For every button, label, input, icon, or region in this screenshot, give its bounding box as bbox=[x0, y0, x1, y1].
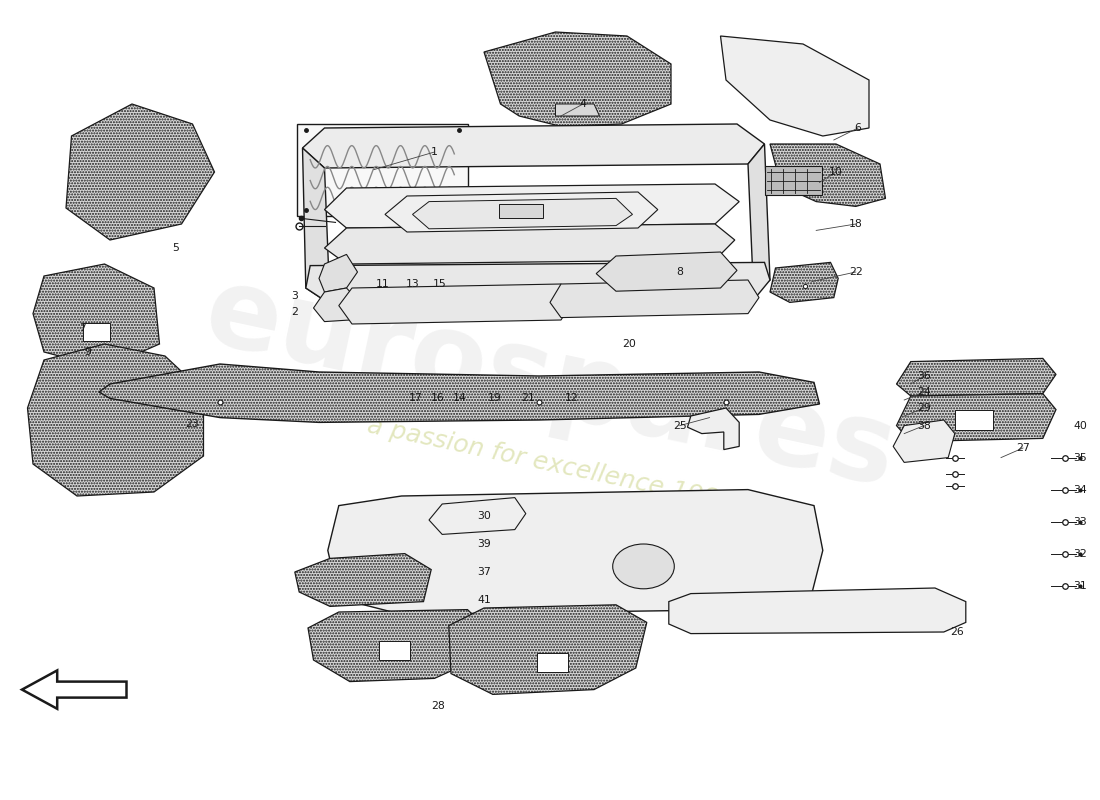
Bar bbox=[764, 166, 822, 195]
Text: 12: 12 bbox=[565, 394, 579, 403]
Polygon shape bbox=[308, 610, 484, 682]
Text: 8: 8 bbox=[676, 267, 683, 277]
Bar bbox=[955, 410, 993, 430]
Polygon shape bbox=[319, 254, 358, 292]
Text: 13: 13 bbox=[406, 279, 419, 289]
Text: a passion for excellence 1985: a passion for excellence 1985 bbox=[364, 414, 736, 514]
Text: 11: 11 bbox=[376, 279, 389, 289]
Text: 35: 35 bbox=[1074, 453, 1087, 462]
Polygon shape bbox=[99, 364, 820, 422]
Text: 19: 19 bbox=[488, 394, 502, 403]
Polygon shape bbox=[328, 490, 823, 614]
Text: 23: 23 bbox=[186, 419, 199, 429]
Polygon shape bbox=[550, 280, 759, 318]
Polygon shape bbox=[556, 104, 600, 116]
Polygon shape bbox=[770, 144, 886, 206]
Polygon shape bbox=[324, 184, 739, 228]
Polygon shape bbox=[896, 358, 1056, 396]
Text: 7: 7 bbox=[79, 323, 86, 333]
Polygon shape bbox=[748, 144, 770, 292]
Text: 36: 36 bbox=[917, 371, 931, 381]
Text: 37: 37 bbox=[477, 567, 491, 577]
Text: 17: 17 bbox=[409, 394, 422, 403]
Text: 16: 16 bbox=[431, 394, 444, 403]
Text: 24: 24 bbox=[917, 387, 931, 397]
Bar bbox=[537, 653, 568, 672]
Text: 20: 20 bbox=[623, 339, 636, 349]
Text: 15: 15 bbox=[433, 279, 447, 289]
Text: eurospares: eurospares bbox=[195, 258, 905, 510]
Polygon shape bbox=[302, 124, 764, 168]
Text: 33: 33 bbox=[1074, 517, 1087, 526]
Polygon shape bbox=[412, 198, 632, 229]
Text: 29: 29 bbox=[917, 403, 931, 413]
Text: 34: 34 bbox=[1074, 485, 1087, 494]
Text: 10: 10 bbox=[829, 167, 843, 177]
Polygon shape bbox=[669, 588, 966, 634]
Text: 25: 25 bbox=[673, 421, 686, 430]
Text: 21: 21 bbox=[521, 394, 535, 403]
Polygon shape bbox=[314, 288, 363, 322]
Text: 14: 14 bbox=[453, 394, 466, 403]
Text: 2: 2 bbox=[292, 307, 298, 317]
Text: 9: 9 bbox=[85, 347, 91, 357]
Text: 18: 18 bbox=[849, 219, 862, 229]
Polygon shape bbox=[66, 104, 214, 240]
Text: 40: 40 bbox=[1074, 421, 1087, 430]
Polygon shape bbox=[893, 420, 955, 462]
Text: 38: 38 bbox=[917, 421, 931, 430]
Bar bbox=[297, 124, 468, 216]
Bar bbox=[499, 204, 543, 218]
Polygon shape bbox=[295, 554, 431, 606]
Polygon shape bbox=[484, 32, 671, 126]
Bar bbox=[82, 323, 110, 341]
Polygon shape bbox=[688, 408, 739, 450]
Text: 30: 30 bbox=[477, 511, 491, 521]
Polygon shape bbox=[449, 605, 647, 694]
Polygon shape bbox=[429, 498, 526, 534]
Polygon shape bbox=[302, 148, 330, 304]
Polygon shape bbox=[385, 192, 658, 232]
Polygon shape bbox=[720, 36, 869, 136]
Text: 28: 28 bbox=[431, 701, 444, 710]
Text: 27: 27 bbox=[1016, 443, 1030, 453]
Text: 26: 26 bbox=[950, 627, 964, 637]
Text: 39: 39 bbox=[477, 539, 491, 549]
Polygon shape bbox=[306, 262, 770, 304]
Polygon shape bbox=[596, 252, 737, 291]
Text: 31: 31 bbox=[1074, 581, 1087, 590]
Text: 32: 32 bbox=[1074, 549, 1087, 558]
Text: 5: 5 bbox=[173, 243, 179, 253]
Bar bbox=[379, 641, 410, 660]
Text: 6: 6 bbox=[855, 123, 861, 133]
Polygon shape bbox=[896, 394, 1056, 442]
Text: 1: 1 bbox=[431, 147, 438, 157]
Polygon shape bbox=[339, 284, 572, 324]
Polygon shape bbox=[770, 262, 838, 302]
Text: 3: 3 bbox=[292, 291, 298, 301]
Text: 41: 41 bbox=[477, 595, 491, 605]
Polygon shape bbox=[28, 344, 204, 496]
Polygon shape bbox=[22, 670, 126, 709]
Circle shape bbox=[613, 544, 674, 589]
Text: 22: 22 bbox=[849, 267, 862, 277]
Text: 4: 4 bbox=[580, 99, 586, 109]
Polygon shape bbox=[324, 224, 735, 264]
Polygon shape bbox=[33, 264, 160, 368]
